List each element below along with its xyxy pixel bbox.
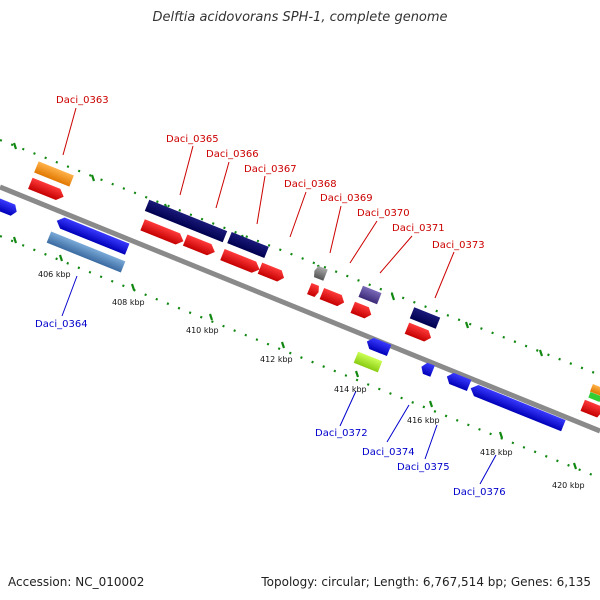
gene-label-daci-0373: Daci_0373 [432, 240, 485, 251]
kbp-label-410: 410 kbp [186, 326, 219, 335]
gene-label-daci-0363: Daci_0363 [56, 95, 109, 106]
kbp-label-406: 406 kbp [38, 270, 71, 279]
gene-0367-arrow[interactable] [227, 231, 269, 259]
gene-arrow[interactable] [140, 219, 185, 247]
leader-lines-top [62, 107, 455, 299]
gene-0375-arrow[interactable] [445, 371, 472, 392]
gene-label-daci-0364: Daci_0364 [35, 319, 88, 330]
gene-0365-arrow[interactable] [144, 199, 228, 243]
gene-0372-arrow[interactable] [365, 336, 392, 357]
gene-0374-arrow[interactable] [419, 361, 435, 377]
gene-label-daci-0372: Daci_0372 [315, 428, 368, 439]
gene-label-daci-0365: Daci_0365 [166, 134, 219, 145]
map-title: Delftia acidovorans SPH-1, complete geno… [152, 10, 448, 25]
gene-arrow[interactable] [46, 231, 126, 273]
kbp-label-412: 412 kbp [260, 355, 293, 364]
gene-0363-arrow[interactable] [34, 161, 74, 187]
gene-arrow[interactable] [353, 351, 383, 373]
genome-backbone [0, 184, 600, 434]
gene-arrow[interactable] [307, 282, 321, 298]
gene-0370-arrow[interactable] [319, 287, 347, 308]
kbp-label-420: 420 kbp [552, 481, 585, 490]
gene-0371-arrow[interactable] [358, 285, 382, 305]
kbp-label-416: 416 kbp [407, 416, 440, 425]
gene-label-daci-0375: Daci_0375 [397, 462, 450, 473]
kbp-label-414: 414 kbp [334, 385, 367, 394]
gene-label-daci-0366: Daci_0366 [206, 149, 259, 160]
gene-arrow[interactable] [220, 248, 262, 275]
gene-label-daci-0368: Daci_0368 [284, 179, 337, 190]
kbp-label-408: 408 kbp [112, 298, 145, 307]
gene-0368-arrow[interactable] [257, 262, 287, 284]
gene-0369-arrow[interactable] [312, 265, 328, 281]
gene-0364-arrow[interactable] [55, 215, 130, 255]
topology-label: Topology: circular; Length: 6,767,514 bp… [261, 575, 591, 589]
gene-label-daci-0370: Daci_0370 [357, 208, 410, 219]
gene-label-daci-0371: Daci_0371 [392, 223, 445, 234]
gene-label-daci-0374: Daci_0374 [362, 447, 415, 458]
gene-arrow[interactable] [404, 322, 434, 344]
gene-0376-arrow[interactable] [468, 383, 566, 432]
gene-arrow[interactable] [28, 177, 66, 203]
gene-0366-arrow[interactable] [182, 234, 217, 257]
accession-label: Accession: NC_010002 [8, 575, 145, 589]
gene-0373-arrow[interactable] [409, 307, 441, 329]
gene-arrow[interactable] [0, 194, 19, 217]
leader-lines-bottom [61, 275, 497, 485]
gene-label-daci-0367: Daci_0367 [244, 164, 297, 175]
gene-features[interactable] [0, 161, 600, 432]
gene-arrow[interactable] [350, 301, 373, 321]
gene-label-daci-0376: Daci_0376 [453, 487, 506, 498]
gene-arrow[interactable] [589, 384, 600, 396]
tick-row-bottom [0, 234, 600, 480]
kbp-label-418: 418 kbp [480, 448, 513, 457]
gene-arrow[interactable] [580, 399, 600, 419]
gene-arrow[interactable] [588, 391, 600, 403]
gene-label-daci-0369: Daci_0369 [320, 193, 373, 204]
